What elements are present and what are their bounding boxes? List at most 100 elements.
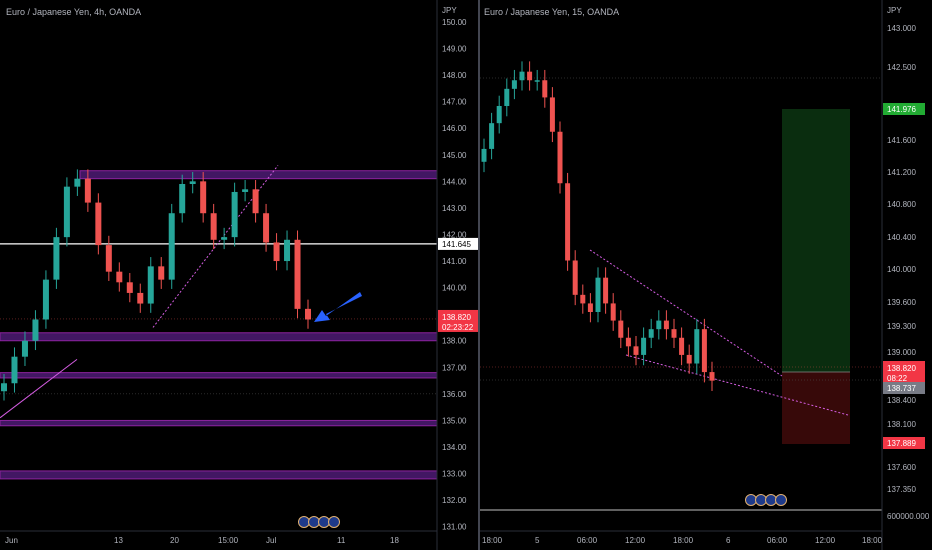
candle-body bbox=[305, 308, 311, 320]
flag-icon-3 bbox=[318, 516, 330, 528]
right-chart: Euro / Japanese Yen, 15, OANDA JPY 143.0… bbox=[480, 6, 930, 545]
candle-body bbox=[53, 237, 60, 280]
left-currency-label: JPY bbox=[442, 6, 457, 15]
candle-body bbox=[504, 88, 510, 106]
candle-body bbox=[565, 183, 571, 261]
candle-body bbox=[42, 279, 49, 320]
candle-body bbox=[656, 320, 662, 330]
left-x-tick-label: 15:00 bbox=[218, 536, 239, 545]
candle-body bbox=[294, 239, 301, 309]
countdown-text: 02:23:22 bbox=[442, 323, 474, 332]
left-y-tick-label: 149.00 bbox=[442, 45, 467, 54]
candle-body bbox=[284, 239, 291, 262]
candle-body bbox=[137, 292, 144, 304]
profit-zone bbox=[782, 109, 850, 372]
candle-body bbox=[572, 260, 578, 295]
candle-body bbox=[587, 303, 593, 312]
candle-body bbox=[648, 329, 654, 338]
support-resistance-zone bbox=[0, 332, 438, 342]
right-y-tick-label: 141.200 bbox=[887, 168, 916, 177]
right-chart-title: Euro / Japanese Yen, 15, OANDA bbox=[484, 7, 619, 17]
right-x-tick-label: 5 bbox=[535, 536, 540, 545]
candle-body bbox=[496, 106, 502, 124]
candle-body bbox=[641, 337, 647, 355]
left-y-tick-label: 146.00 bbox=[442, 124, 467, 133]
candle-body bbox=[221, 237, 228, 240]
left-y-tick-label: 135.00 bbox=[442, 416, 467, 425]
candle-body bbox=[549, 97, 555, 132]
support-resistance-zone bbox=[0, 470, 438, 480]
candle-body bbox=[686, 354, 692, 364]
candle-body bbox=[618, 320, 624, 338]
right-x-tick-label: 18:00 bbox=[482, 536, 503, 545]
left-chart: Euro / Japanese Yen, 4h, OANDA JPY 150.0… bbox=[0, 6, 478, 545]
right-y-tick-label: 139.000 bbox=[887, 348, 916, 357]
left-y-tick-label: 141.00 bbox=[442, 257, 467, 266]
support-resistance-zone bbox=[0, 419, 438, 427]
right-y-tick-label: 600000.000 bbox=[887, 512, 930, 521]
right-y-tick-label: 138.400 bbox=[887, 396, 916, 405]
left-y-tick-label: 131.00 bbox=[442, 523, 467, 532]
candle-body bbox=[84, 178, 91, 203]
candle-body bbox=[534, 80, 540, 82]
candle-body bbox=[273, 242, 280, 262]
candle-body bbox=[489, 123, 495, 149]
candle-body bbox=[179, 184, 186, 214]
right-x-tick-label: 18:00 bbox=[673, 536, 694, 545]
left-x-tick-label: 13 bbox=[114, 536, 123, 545]
candle-body bbox=[200, 181, 207, 214]
candle-body bbox=[701, 329, 707, 373]
left-y-tick-label: 150.00 bbox=[442, 18, 467, 27]
last-price-tag-right bbox=[883, 361, 925, 383]
right-y-tick-label: 143.000 bbox=[887, 24, 916, 33]
left-chart-title: Euro / Japanese Yen, 4h, OANDA bbox=[6, 7, 141, 17]
flag-icon-4 bbox=[775, 494, 787, 506]
arrow-annotation bbox=[314, 292, 362, 322]
target-price-text: 141.976 bbox=[887, 105, 916, 114]
candle-body bbox=[519, 71, 525, 81]
left-x-tick-label: Jun bbox=[5, 536, 18, 545]
left-x-tick-label: 11 bbox=[337, 536, 346, 545]
candle-body bbox=[694, 329, 700, 364]
left-y-tick-label: 148.00 bbox=[442, 71, 467, 80]
candle-body bbox=[74, 178, 81, 187]
candle-body bbox=[147, 266, 154, 304]
candle-body bbox=[625, 337, 631, 347]
candle-body bbox=[21, 340, 28, 357]
candle-body bbox=[63, 186, 70, 238]
candle-body bbox=[709, 372, 715, 381]
last-price-text: 138.820 bbox=[442, 313, 471, 322]
candle-body bbox=[105, 245, 112, 272]
flag-icon-2 bbox=[308, 516, 320, 528]
candle-body bbox=[32, 319, 39, 341]
left-y-tick-label: 138.00 bbox=[442, 337, 467, 346]
last-price-text-right: 138.820 bbox=[887, 364, 916, 373]
right-y-tick-label: 140.000 bbox=[887, 265, 916, 274]
support-resistance-zone bbox=[79, 170, 438, 180]
candle-body bbox=[231, 191, 238, 238]
candle-body bbox=[116, 271, 123, 283]
horizontal-line-price-tag bbox=[438, 237, 478, 250]
candle-body bbox=[11, 356, 18, 384]
right-y-tick-label: 137.350 bbox=[887, 485, 916, 494]
target-price-tag bbox=[883, 103, 925, 115]
candle-body bbox=[663, 320, 669, 330]
right-y-tick-label: 140.400 bbox=[887, 233, 916, 242]
flag-icon-3 bbox=[765, 494, 777, 506]
candle-body bbox=[1, 383, 7, 392]
left-x-tick-label: 20 bbox=[170, 536, 179, 545]
left-y-tick-label: 143.00 bbox=[442, 204, 467, 213]
candle-body bbox=[557, 131, 563, 184]
left-y-tick-label: 144.00 bbox=[442, 177, 467, 186]
left-y-tick-label: 134.00 bbox=[442, 443, 467, 452]
candle-body bbox=[263, 213, 270, 243]
left-y-tick-label: 145.00 bbox=[442, 151, 467, 160]
candle-body bbox=[633, 346, 639, 355]
right-x-tick-label: 12:00 bbox=[815, 536, 836, 545]
last-price-tag bbox=[438, 309, 478, 332]
candle-body bbox=[511, 80, 517, 89]
right-y-tick-label: 138.100 bbox=[887, 420, 916, 429]
candle-body bbox=[595, 277, 601, 312]
support-resistance-zone bbox=[0, 372, 438, 379]
left-y-tick-label: 137.00 bbox=[442, 363, 467, 372]
